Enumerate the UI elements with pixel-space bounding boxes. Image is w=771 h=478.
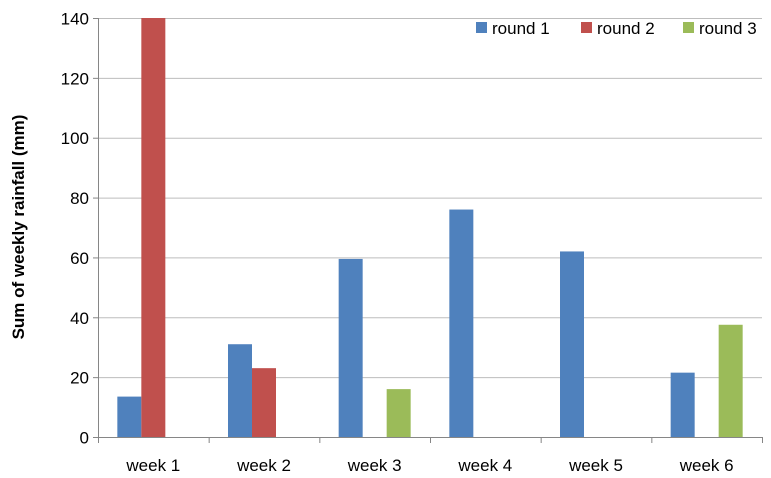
legend-swatch-round-1	[476, 22, 487, 33]
bar-round-1-week-1	[117, 396, 142, 437]
legend: round 1 round 2 round 3	[476, 19, 757, 38]
bar-round-1-week-3	[338, 258, 363, 437]
y-tick-label: 40	[70, 309, 89, 328]
y-tick-label: 140	[61, 10, 89, 29]
y-tick-label: 80	[70, 189, 89, 208]
axes: 0 20 40 60 80 100 120 140 week 1 week 2 week 3 week…	[61, 10, 763, 475]
x-tick-label: week 4	[457, 456, 512, 475]
bar-round-1-week-5	[560, 251, 584, 437]
bars	[117, 18, 743, 437]
bar-round-1-week-6	[670, 372, 695, 437]
y-tick-label: 120	[61, 69, 89, 88]
y-tick-label: 100	[61, 129, 89, 148]
y-tick-label: 60	[70, 249, 89, 268]
legend-swatch-round-3	[683, 22, 694, 33]
x-tick-label: week 3	[347, 456, 402, 475]
x-tick-label: week 1	[125, 456, 180, 475]
bar-round-2-week-1	[141, 18, 166, 437]
bar-round-2-week-2	[252, 368, 276, 437]
bar-round-3-week-3	[386, 389, 411, 437]
y-axis-title: Sum of weekly rainfall (mm)	[9, 115, 28, 340]
legend-swatch-round-2	[581, 22, 592, 33]
x-tick-label: week 5	[568, 456, 623, 475]
legend-label-round-2: round 2	[597, 19, 655, 38]
gridlines	[98, 18, 762, 379]
y-tick-label: 20	[70, 369, 89, 388]
bar-round-1-week-2	[228, 344, 252, 437]
x-tick-label: week 2	[236, 456, 291, 475]
bar-round-3-week-6	[718, 324, 743, 437]
bar-round-1-week-4	[449, 209, 474, 437]
legend-label-round-3: round 3	[699, 19, 757, 38]
legend-label-round-1: round 1	[492, 19, 550, 38]
y-tick-label: 0	[80, 429, 89, 448]
x-tick-label: week 6	[679, 456, 734, 475]
